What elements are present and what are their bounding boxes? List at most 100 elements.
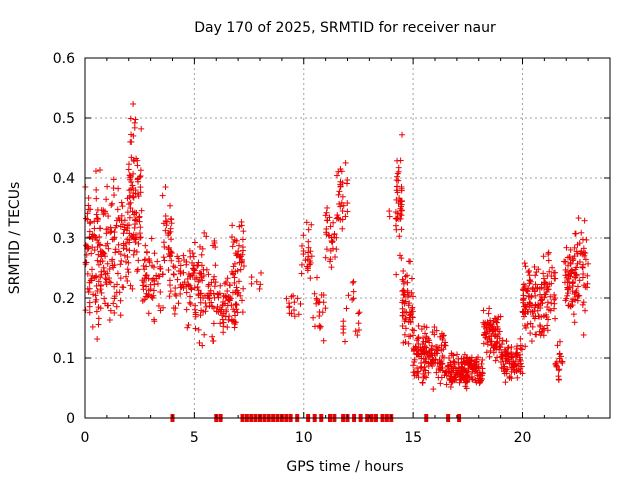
data-point bbox=[459, 364, 466, 371]
data-point bbox=[551, 275, 558, 282]
data-point bbox=[121, 252, 128, 259]
data-point bbox=[447, 383, 454, 390]
data-point bbox=[135, 240, 142, 247]
data-point bbox=[117, 275, 124, 282]
data-point bbox=[208, 299, 215, 306]
data-point bbox=[87, 206, 94, 213]
data-point bbox=[304, 265, 311, 272]
data-point bbox=[508, 351, 515, 358]
data-point bbox=[544, 327, 551, 334]
data-point bbox=[522, 343, 529, 350]
data-point bbox=[469, 364, 476, 371]
data-point bbox=[478, 360, 485, 367]
data-point bbox=[508, 375, 515, 382]
data-point bbox=[401, 288, 408, 295]
data-point bbox=[107, 307, 114, 314]
data-point bbox=[315, 299, 322, 306]
data-point bbox=[450, 358, 457, 365]
data-point bbox=[441, 342, 448, 349]
data-point bbox=[191, 239, 198, 246]
data-point bbox=[126, 214, 133, 221]
data-point bbox=[342, 213, 349, 220]
data-point bbox=[167, 202, 174, 209]
data-point bbox=[139, 297, 146, 304]
data-point bbox=[395, 177, 402, 184]
data-point bbox=[410, 348, 417, 355]
data-point bbox=[87, 219, 94, 226]
data-point bbox=[130, 251, 137, 258]
data-point bbox=[544, 299, 551, 306]
data-point bbox=[336, 188, 343, 195]
data-point bbox=[196, 339, 203, 346]
data-point bbox=[129, 285, 136, 292]
data-point bbox=[519, 286, 526, 293]
data-point bbox=[189, 259, 196, 266]
data-point bbox=[505, 350, 512, 357]
data-point bbox=[340, 329, 347, 336]
data-point bbox=[95, 278, 102, 285]
data-point bbox=[349, 296, 356, 303]
data-point bbox=[480, 307, 487, 314]
data-point bbox=[527, 320, 534, 327]
data-point bbox=[131, 224, 138, 231]
data-point bbox=[400, 267, 407, 274]
data-point bbox=[568, 270, 575, 277]
data-point bbox=[236, 278, 243, 285]
data-point bbox=[220, 310, 227, 317]
data-point bbox=[330, 219, 337, 226]
data-point bbox=[517, 360, 524, 367]
data-point bbox=[201, 229, 208, 236]
data-point bbox=[106, 266, 113, 273]
data-point bbox=[386, 208, 393, 215]
data-point bbox=[82, 215, 89, 222]
data-point bbox=[162, 227, 169, 234]
chart-title: Day 170 of 2025, SRMTID for receiver nau… bbox=[194, 20, 496, 36]
data-point bbox=[579, 301, 586, 308]
data-point bbox=[161, 243, 168, 250]
data-point bbox=[528, 292, 535, 299]
data-point bbox=[540, 253, 547, 260]
data-point bbox=[93, 195, 100, 202]
data-point bbox=[111, 229, 118, 236]
data-point bbox=[248, 280, 255, 287]
data-point bbox=[443, 381, 450, 388]
data-point bbox=[434, 347, 441, 354]
data-point bbox=[339, 179, 346, 186]
data-point bbox=[576, 258, 583, 265]
y-tick-label: 0.3 bbox=[53, 231, 75, 247]
data-point bbox=[524, 321, 531, 328]
data-point bbox=[339, 208, 346, 215]
data-point bbox=[112, 246, 119, 253]
data-point bbox=[322, 254, 329, 261]
data-point bbox=[463, 378, 470, 385]
data-point bbox=[130, 100, 137, 107]
data-point bbox=[481, 329, 488, 336]
data-point bbox=[322, 212, 329, 219]
data-point bbox=[457, 371, 464, 378]
data-point bbox=[473, 379, 480, 386]
data-point bbox=[401, 318, 408, 325]
data-point bbox=[508, 368, 515, 375]
data-point bbox=[483, 325, 490, 332]
data-point bbox=[98, 253, 105, 260]
data-point bbox=[168, 250, 175, 257]
data-point bbox=[124, 209, 131, 216]
data-point bbox=[235, 289, 242, 296]
data-point bbox=[101, 268, 108, 275]
data-point bbox=[186, 293, 193, 300]
data-point bbox=[174, 276, 181, 283]
data-point bbox=[187, 253, 194, 260]
data-point bbox=[492, 357, 499, 364]
data-point bbox=[451, 359, 458, 366]
data-point bbox=[121, 226, 128, 233]
data-point bbox=[428, 346, 435, 353]
data-point bbox=[338, 199, 345, 206]
data-point bbox=[410, 332, 417, 339]
data-point bbox=[524, 288, 531, 295]
data-point bbox=[400, 287, 407, 294]
data-point bbox=[221, 300, 228, 307]
data-point bbox=[465, 368, 472, 375]
grid-lines bbox=[85, 58, 610, 418]
data-point bbox=[228, 318, 235, 325]
